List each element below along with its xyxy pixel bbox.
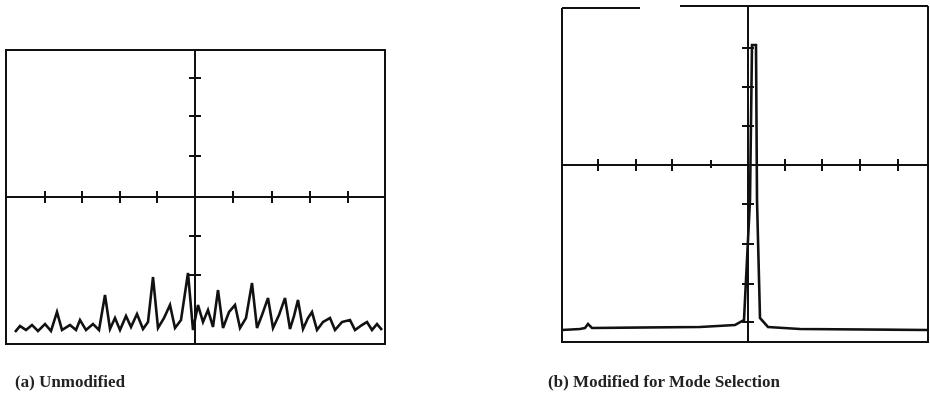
panel-a [5,49,386,345]
graticule-ticks [597,47,899,323]
screen-frame [561,5,929,343]
caption: (a) Unmodified [15,372,126,391]
graticule-ticks [44,77,349,276]
caption: (b) Modified for Mode Selection [548,372,780,391]
panel-b [561,5,929,343]
